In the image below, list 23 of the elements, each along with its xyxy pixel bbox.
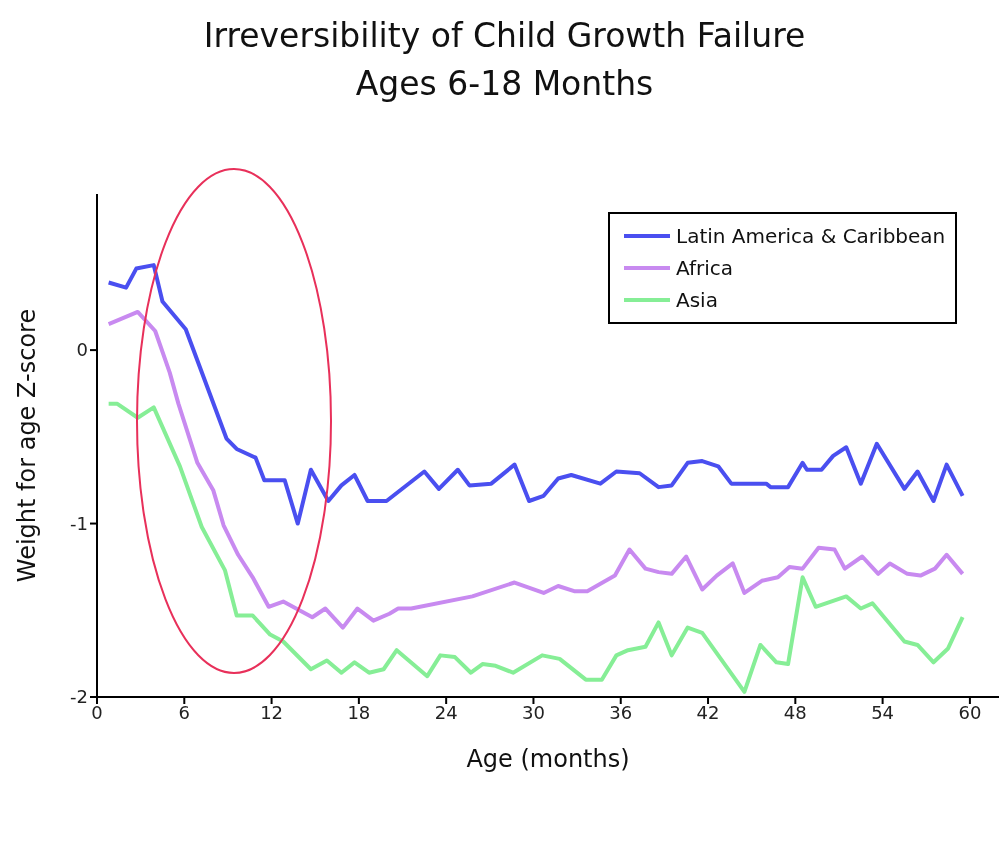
- y-axis-title: Weight for age Z-score: [12, 308, 41, 583]
- legend-label: Latin America & Caribbean: [676, 223, 946, 250]
- x-tick-label: 24: [434, 701, 458, 723]
- x-tick-label: 30: [522, 701, 545, 723]
- x-tick-label: 54: [871, 701, 895, 723]
- x-tick-label: 42: [696, 701, 720, 723]
- x-tick-label: 0: [91, 701, 103, 723]
- x-tick-label: 48: [783, 701, 807, 723]
- x-tick-label: 60: [958, 701, 982, 723]
- y-tick-label: 0: [76, 339, 88, 361]
- x-tick-label: 36: [609, 701, 633, 723]
- x-tick-label: 18: [347, 701, 371, 723]
- chart-title: Irreversibility of Child Growth Failure: [202, 15, 807, 57]
- y-tick-label: -2: [70, 686, 88, 708]
- line-series: [106, 309, 965, 630]
- y-tick-label: -1: [70, 512, 88, 534]
- chart-subtitle: Ages 6-18 Months: [354, 63, 655, 105]
- x-tick-label: 6: [178, 701, 191, 723]
- legend-label: Africa: [676, 255, 734, 282]
- x-tick-label: 12: [260, 701, 284, 723]
- x-axis-title: Age (months): [466, 745, 630, 773]
- legend-label: Asia: [676, 287, 718, 314]
- line-series: [106, 401, 965, 694]
